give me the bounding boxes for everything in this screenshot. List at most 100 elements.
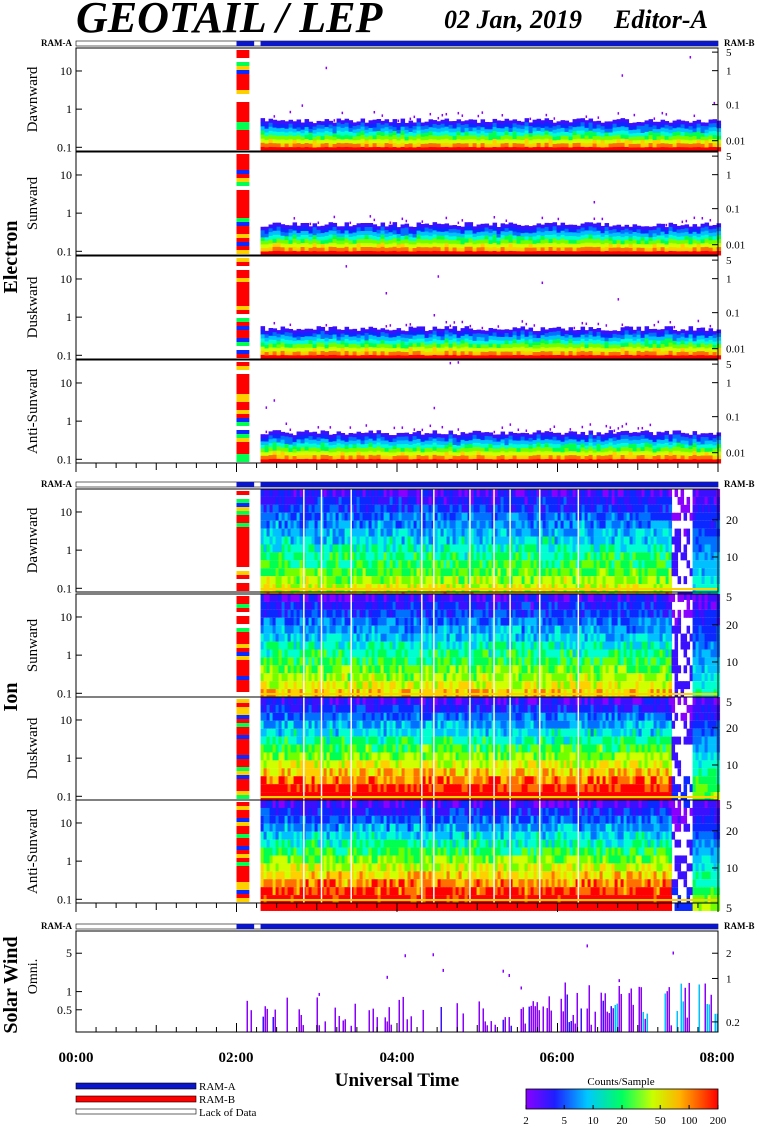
ion-energy-tick-label: 10 [726,655,738,669]
time-ticks [75,1023,719,1032]
lack-legend-swatch [75,1108,197,1115]
ion-energy-tick-label: 20 [726,618,738,632]
electron-energy-tick-label: 5 [726,151,732,163]
ram-a-label: RAM-A [41,479,72,489]
electron-energy-tick-label: 0.1 [726,308,740,320]
solar-wind-y-tick-label: 0.5 [57,1003,72,1017]
electron-y-tick-label: 10 [60,168,72,182]
ion-y-tick-label: 10 [60,610,72,624]
electron-y-tick-label: 0.1 [57,452,72,466]
electron-y-tick-label: 1 [66,414,72,428]
electron-y-tick-label: 1 [66,102,72,116]
electron-y-tick-label: 0.1 [57,244,72,258]
ion-mode-bar: RAM-A RAM-B [41,479,755,489]
x-tick-label-0800: 08:00 [700,1050,735,1066]
colorbar-tick-label: 20 [617,1115,629,1127]
electron-panel-label: Anti-Sunward [25,369,41,454]
ion-y-tick-label: 0.1 [57,686,72,700]
electron-energy-tick-label: 0.1 [726,204,740,216]
electron-energy-tick-label: 0.01 [726,240,745,252]
ion-y-tick-label: 1 [66,648,72,662]
ion-energy-tick-label: 20 [726,721,738,735]
ram-b-label: RAM-B [724,921,755,931]
electron-energy-tick-label: 1 [726,378,732,390]
ion-panel-duskward: 10 1 0.1 20 10 5 Duskward [25,696,738,812]
ion-panel-label: Dawnward [25,507,41,573]
electron-energy-tick-label: 5 [726,255,732,267]
electron-y-tick-label: 10 [60,64,72,78]
ram-b-label: RAM-B [724,38,755,48]
electron-energy-tick-label: 5 [726,359,732,371]
solar-wind-panel-label: Omni. [26,959,41,994]
electron-energy-tick-label: 1 [726,170,732,182]
electron-y-tick-label: 0.1 [57,348,72,362]
ram-b-legend-label: RAM-B [199,1094,235,1106]
ram-a-legend-swatch [75,1082,197,1090]
electron-y-tick-label: 1 [66,206,72,220]
ion-energy-tick-label: 20 [726,824,738,838]
ion-energy-tick-label: 5 [726,901,732,915]
ion-y-tick-label: 1 [66,854,72,868]
ion-y-tick-label: 10 [60,713,72,727]
solar-wind-mode-bar: RAM-A RAM-B [41,921,755,931]
time-ticks [75,903,719,912]
solar-wind-energy-tick-label: 0.2 [726,1017,740,1029]
electron-y-tick-label: 10 [60,272,72,286]
ion-y-tick-label: 1 [66,543,72,557]
electron-y-tick-label: 1 [66,310,72,324]
ram-b-label: RAM-B [724,479,755,489]
ion-y-tick-label: 10 [60,816,72,830]
ion-energy-tick-label: 10 [726,550,738,564]
electron-energy-tick-label: 5 [726,47,732,59]
x-axis-title: Universal Time [335,1070,459,1091]
electron-panel-sunward: 10 1 0.1 5 1 0.1 0.01 Sunward [25,151,745,258]
ion-panel-label: Duskward [25,717,41,779]
ion-energy-tick-label: 10 [726,758,738,772]
ram-b-legend-swatch [75,1095,197,1103]
solar-wind-energy-tick-label: 2 [726,948,732,960]
ion-y-tick-label: 0.1 [57,789,72,803]
colorbar-tick-label: 100 [681,1115,698,1127]
colorbar-tick-label: 10 [588,1115,600,1127]
colorbar-tick-label: 200 [710,1115,727,1127]
instrument-title: GEOTAIL / LEP [76,0,384,42]
electron-panel-label: Dawnward [25,66,41,132]
ion-panel-anti-sunward: 10 1 0.1 20 10 5 Anti-Sunward [25,799,738,915]
electron-panel-duskward: 10 1 0.1 5 1 0.1 0.01 Duskward [25,255,745,362]
electron-energy-tick-label: 0.1 [726,412,740,424]
colorbar-tick-label: 2 [523,1115,529,1127]
electron-panel-anti-sunward: 10 1 0.1 5 1 0.1 0.01 Anti-Sunward [25,359,745,466]
ion-panel-label: Anti-Sunward [25,809,41,894]
ion-energy-tick-label: 5 [726,695,732,709]
electron-mode-bar: RAM-A RAM-B [41,38,755,48]
electron-energy-tick-label: 1 [726,274,732,286]
electron-group-label: Electron [0,221,22,294]
electron-energy-tick-label: 0.01 [726,344,745,356]
ion-y-tick-label: 10 [60,505,72,519]
ion-energy-tick-label: 5 [726,590,732,604]
ram-a-label: RAM-A [41,921,72,931]
date-title: 02 Jan, 2019 [444,5,582,34]
x-tick-label-0600: 06:00 [540,1050,575,1066]
x-tick-label-0400: 04:00 [380,1050,415,1066]
lack-legend-label: Lack of Data [199,1107,257,1119]
electron-panel-label: Duskward [25,276,41,338]
ion-y-tick-label: 0.1 [57,892,72,906]
electron-energy-tick-label: 0.01 [726,448,745,460]
solar-wind-energy-tick-label: 1 [726,973,732,985]
electron-y-tick-label: 0.1 [57,140,72,154]
ion-y-tick-label: 1 [66,751,72,765]
electron-energy-tick-label: 1 [726,66,732,78]
ion-energy-tick-label: 10 [726,861,738,875]
colorbar-tick-label: 5 [561,1115,567,1127]
solar-wind-omni-panel: 5 1 0.5 2 1 0.2 Omni. [26,930,740,1033]
electron-energy-tick-label: 0.01 [726,136,745,148]
x-tick-label-0200: 02:00 [219,1050,254,1066]
ion-panel-label: Sunward [25,618,41,672]
colorbar-tick-label: 50 [655,1115,667,1127]
colorbar: Counts/Sample 2 5 10 20 50 100 200 [523,1076,727,1127]
electron-energy-tick-label: 0.1 [726,100,740,112]
x-axis: 00:00 02:00 04:00 06:00 08:00 Universal … [59,1050,735,1091]
solar-wind-y-tick-label: 5 [66,946,72,960]
